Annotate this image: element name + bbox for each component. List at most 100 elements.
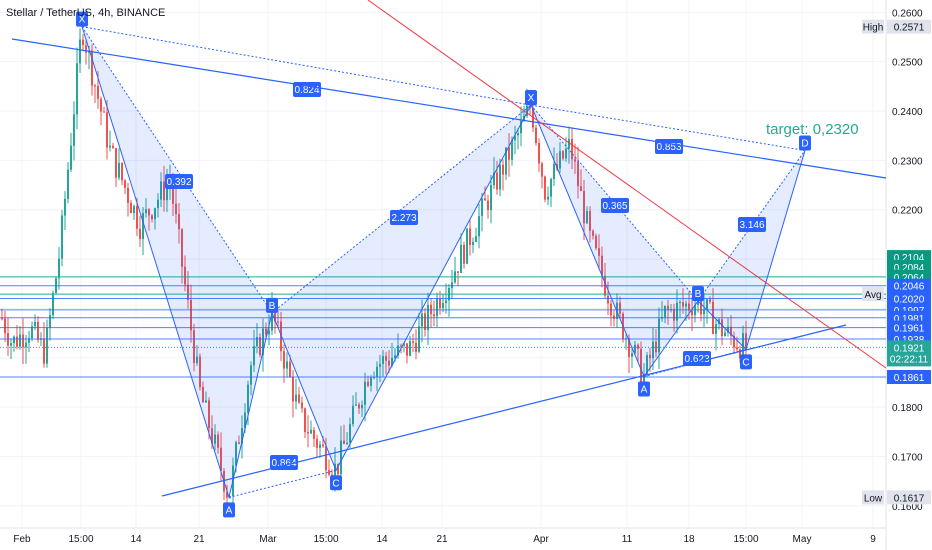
level-price-value: 0.1961 bbox=[894, 324, 925, 335]
candle-body bbox=[685, 303, 687, 307]
candle-body bbox=[676, 302, 678, 321]
candle-body bbox=[490, 185, 492, 211]
candle-body bbox=[157, 199, 159, 209]
pattern-triangle-xab bbox=[82, 26, 272, 498]
candle-body bbox=[352, 405, 354, 425]
candle-body bbox=[37, 321, 39, 340]
candle-body bbox=[460, 244, 462, 273]
pattern-ratio-line bbox=[228, 469, 337, 498]
ratio-label: 0.365 bbox=[602, 201, 627, 212]
ratio-label: 0.824 bbox=[294, 85, 319, 96]
candle-body bbox=[181, 229, 183, 267]
candle-body bbox=[589, 210, 591, 231]
current-price-value: 0.1921 bbox=[894, 343, 925, 354]
candle-body bbox=[700, 297, 702, 315]
candle-body bbox=[4, 318, 6, 334]
candle-body bbox=[172, 181, 174, 204]
candle-body bbox=[127, 187, 129, 203]
candle-body bbox=[163, 181, 165, 201]
lower-trendline bbox=[161, 324, 847, 497]
price-mark-badge bbox=[887, 490, 931, 505]
candle-body bbox=[136, 206, 138, 229]
candle-body bbox=[61, 215, 63, 259]
y-tick-label: 0.2500 bbox=[892, 58, 923, 69]
candle-body bbox=[85, 45, 87, 53]
candle-body bbox=[124, 180, 126, 188]
ratio-badge bbox=[293, 82, 321, 97]
candle-body bbox=[196, 356, 198, 364]
candle-body bbox=[154, 208, 156, 220]
candle-body bbox=[739, 349, 741, 359]
candle-body bbox=[265, 328, 267, 335]
ratio-label: 0.864 bbox=[271, 458, 296, 469]
candle-body bbox=[499, 164, 501, 190]
ratio-badge bbox=[270, 455, 298, 470]
y-tick-label: 0.2600 bbox=[892, 8, 923, 19]
candle-body bbox=[586, 210, 588, 224]
candle-body bbox=[559, 151, 561, 169]
candle-body bbox=[715, 324, 717, 334]
candle-body bbox=[451, 282, 453, 288]
candle-body bbox=[280, 321, 282, 352]
pattern-point-badge bbox=[223, 502, 235, 518]
level-price-value: 0.1861 bbox=[894, 373, 925, 384]
candle-body bbox=[262, 328, 264, 355]
price-mark-tag bbox=[862, 490, 884, 505]
candle-body bbox=[130, 202, 132, 214]
candle-body bbox=[583, 191, 585, 224]
candle-body bbox=[139, 228, 141, 240]
price-marks: High0.2571Avg0.2029Low0.16170.21040.2084… bbox=[862, 19, 931, 505]
ratio-label: 2.273 bbox=[391, 213, 416, 224]
candle-body bbox=[484, 198, 486, 201]
candle-body bbox=[19, 334, 21, 347]
candle-body bbox=[391, 357, 393, 366]
candle-body bbox=[436, 298, 438, 317]
x-tick-label: 11 bbox=[622, 534, 633, 545]
candle-body bbox=[121, 162, 123, 181]
candle-body bbox=[730, 326, 732, 336]
x-tick-label: 14 bbox=[376, 534, 388, 545]
candle-body bbox=[727, 326, 729, 333]
candle-body bbox=[49, 315, 51, 328]
candle-body bbox=[205, 400, 207, 403]
candle-body bbox=[13, 336, 15, 344]
y-tick-label: 0.2200 bbox=[892, 206, 923, 217]
current-price-badge bbox=[887, 340, 931, 367]
candle-body bbox=[640, 348, 642, 383]
candle-body bbox=[211, 428, 213, 444]
candle-body bbox=[187, 284, 189, 301]
price-mark-name: Avg bbox=[864, 290, 881, 301]
candle-body bbox=[97, 85, 99, 99]
x-tick-label: Feb bbox=[13, 534, 31, 545]
candle-body bbox=[658, 318, 660, 353]
candle-body bbox=[598, 248, 600, 256]
candle-body bbox=[43, 338, 45, 364]
price-mark-name: High bbox=[863, 23, 884, 34]
level-price-badge bbox=[887, 291, 931, 306]
candle-body bbox=[463, 244, 465, 264]
candle-body bbox=[547, 196, 549, 200]
grid bbox=[0, 0, 887, 550]
pattern-point-badge bbox=[740, 354, 752, 370]
candle-body bbox=[274, 304, 276, 322]
candle-body bbox=[682, 302, 684, 307]
candle-body bbox=[91, 50, 93, 86]
candle-body bbox=[58, 258, 60, 279]
candle-body bbox=[142, 213, 144, 240]
y-tick-label: 0.1700 bbox=[892, 452, 923, 463]
candle-body bbox=[370, 377, 372, 386]
horizontal-levels bbox=[0, 276, 886, 378]
pattern-point-badge bbox=[799, 135, 811, 151]
candle-body bbox=[394, 355, 396, 358]
candle-body bbox=[511, 140, 513, 160]
candle-body bbox=[325, 446, 327, 471]
candle-body bbox=[592, 230, 594, 236]
pattern-ratio-line bbox=[271, 104, 532, 314]
candle-body bbox=[145, 209, 147, 214]
pattern-point-label: C bbox=[332, 478, 339, 489]
candle-body bbox=[538, 143, 540, 164]
candle-body bbox=[505, 147, 507, 175]
pattern-point-badge bbox=[76, 11, 88, 27]
